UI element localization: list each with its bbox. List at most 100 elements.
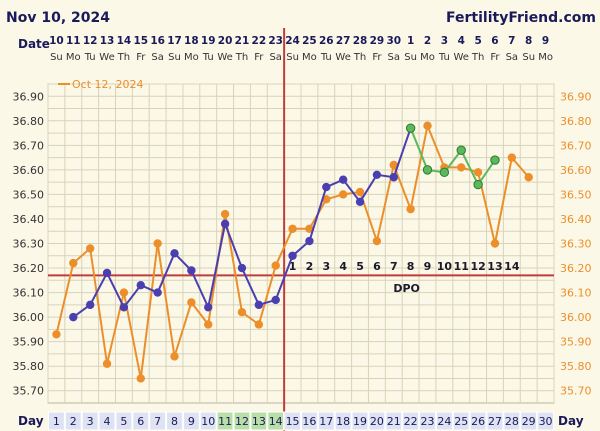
date-label: 12 — [83, 35, 98, 47]
data-point — [305, 236, 314, 246]
day-cell — [452, 411, 470, 431]
day-tick-label: 13 — [252, 415, 266, 428]
data-point — [305, 224, 314, 233]
day-tick-label: 16 — [302, 415, 316, 428]
day-cell — [182, 411, 200, 431]
data-point — [338, 190, 348, 199]
data-point — [187, 266, 196, 275]
day-tick-label: 14 — [269, 415, 283, 428]
data-point — [439, 167, 450, 178]
weekday-label: We — [335, 52, 350, 63]
dpo-number: 1 — [289, 260, 297, 273]
day-tick-label: 1 — [53, 415, 60, 428]
axis-layer: 35.70 35.70 35.80 35.80 35.90 35.90 36.00 36.00… — [13, 35, 592, 431]
data-point — [119, 303, 129, 312]
series-line-segment — [274, 255, 294, 301]
data-point — [406, 204, 415, 214]
day-cell — [317, 411, 335, 431]
data-point — [254, 300, 264, 310]
series-line-segment — [156, 252, 176, 293]
date-label: 3 — [441, 35, 448, 47]
y-tick-label-left: 36.70 — [13, 139, 45, 152]
date-label: 25 — [302, 35, 317, 47]
weekday-label: Sa — [506, 52, 518, 63]
data-point — [204, 303, 213, 312]
dpo-number: 4 — [339, 260, 347, 273]
data-point — [355, 197, 365, 206]
series-line-segment — [173, 302, 193, 357]
day-tick-label: 24 — [437, 415, 451, 428]
data-point — [405, 123, 416, 133]
y-tick-label-left: 36.20 — [13, 262, 45, 275]
date-label: 9 — [542, 35, 549, 47]
weekday-label: Su — [522, 52, 535, 63]
day-row-label-right: Day — [558, 414, 584, 428]
y-tick-label-left: 36.80 — [13, 115, 45, 128]
weekday-label: Th — [235, 52, 248, 63]
date-row-label: Date — [18, 37, 50, 51]
chart-date: Nov 10, 2024 — [6, 10, 110, 26]
date-label: 23 — [268, 35, 283, 47]
series-line-segment — [207, 223, 227, 308]
series-line-segment — [426, 125, 446, 168]
date-label: 4 — [458, 35, 465, 47]
y-tick-label-right: 36.70 — [560, 139, 592, 152]
day-tick-label: 3 — [87, 415, 94, 428]
data-point — [254, 320, 264, 329]
day-tick-label: 10 — [201, 415, 215, 428]
weekday-label: Sa — [151, 52, 163, 63]
data-point — [507, 153, 517, 162]
y-tick-label-right: 36.40 — [560, 213, 592, 226]
day-cell — [537, 411, 555, 431]
data-point — [187, 298, 196, 307]
day-cell — [284, 411, 301, 431]
weekday-label: We — [453, 52, 468, 63]
day-tick-label: 7 — [154, 415, 161, 428]
day-tick-label: 29 — [522, 415, 536, 428]
y-tick-label-right: 35.90 — [560, 336, 592, 349]
dpo-number: 5 — [356, 260, 364, 273]
day-cell — [334, 411, 352, 431]
day-tick-label: 9 — [188, 415, 195, 428]
dpo-number: 2 — [306, 260, 314, 273]
date-label: 8 — [525, 35, 532, 47]
day-tick-label: 18 — [336, 415, 350, 428]
day-cell — [435, 411, 453, 431]
data-point — [136, 281, 145, 290]
y-tick-label-right: 35.70 — [560, 385, 592, 398]
date-label: 14 — [117, 35, 132, 47]
weekday-label: We — [217, 52, 232, 63]
day-cell — [115, 411, 133, 431]
series-layer — [52, 121, 533, 383]
date-label: 10 — [49, 35, 64, 47]
series-line-segment — [342, 179, 361, 203]
data-point — [170, 352, 179, 361]
dpo-label: DPO — [393, 282, 420, 295]
day-cell — [368, 411, 386, 431]
day-tick-label: 11 — [218, 415, 232, 428]
legend: Oct 12, 2024 — [58, 78, 144, 91]
data-point — [524, 173, 533, 182]
series-line-segment — [511, 156, 530, 178]
date-label: 17 — [167, 35, 182, 47]
data-point — [69, 312, 78, 322]
date-label: 11 — [66, 35, 81, 47]
weekday-label: Fr — [136, 52, 146, 63]
day-tick-label: 2 — [70, 415, 77, 428]
dpo-number: 10 — [437, 260, 453, 273]
data-point — [85, 244, 95, 253]
data-point — [204, 320, 213, 329]
series-line-segment — [477, 159, 496, 186]
day-cell — [64, 411, 82, 431]
data-point — [119, 288, 129, 297]
y-tick-label-right: 36.80 — [560, 115, 592, 128]
weekday-label: Th — [117, 52, 130, 63]
weekday-label: We — [99, 52, 114, 63]
weekday-label: Fr — [372, 52, 382, 63]
day-tick-label: 19 — [353, 415, 367, 428]
y-tick-label-right: 36.20 — [560, 262, 592, 275]
site-name[interactable]: FertilityFriend.com — [446, 10, 596, 26]
series-line-segment — [106, 272, 125, 308]
data-point — [389, 173, 398, 182]
